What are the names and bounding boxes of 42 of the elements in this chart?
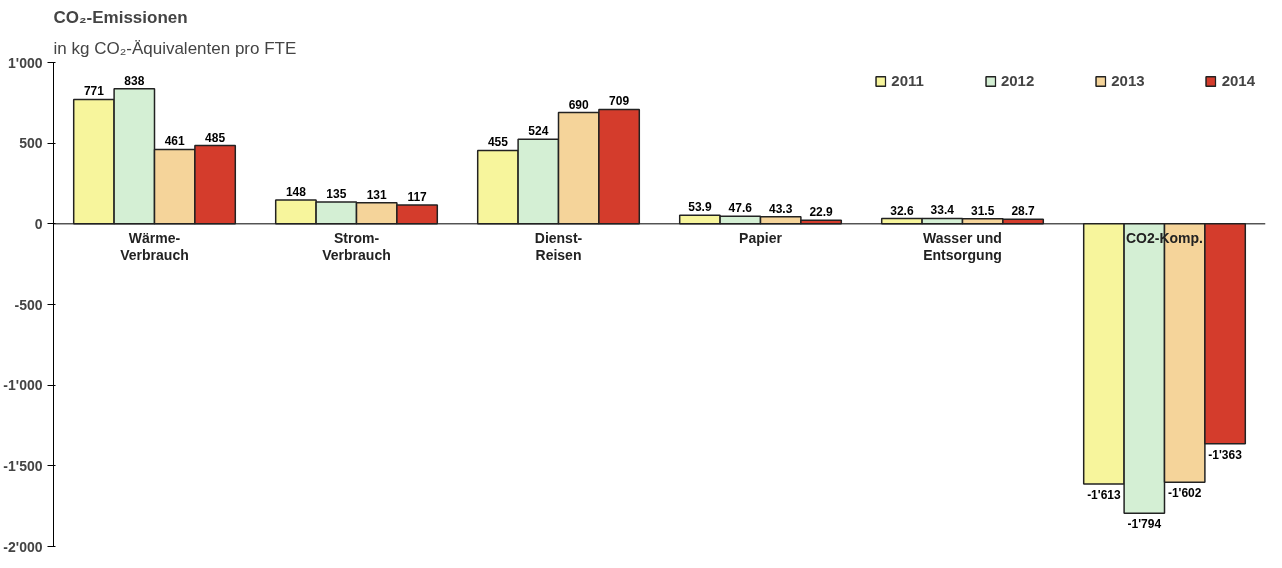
x-tick-label: Papier (739, 229, 783, 246)
y-tick-label: 500 (19, 135, 43, 152)
data-label: 43.3 (769, 201, 793, 216)
data-label: 53.9 (688, 200, 712, 215)
y-tick-label: 1'000 (8, 54, 43, 71)
y-tick-label: -1'500 (3, 457, 43, 474)
legend-label: 2013 (1111, 72, 1145, 89)
data-label: 31.5 (971, 203, 995, 218)
data-label: 838 (124, 73, 145, 88)
data-label: 28.7 (1011, 204, 1036, 219)
x-tick-label: Wärme- Verbrauch (120, 229, 189, 264)
data-label: 455 (487, 135, 509, 150)
y-tick-label: -1'000 (3, 377, 43, 394)
chart-subtitle: in kg CO₂-Äquivalenten pro FTE (53, 38, 297, 58)
data-label: -1'613 (1087, 488, 1121, 503)
legend-label: 2011 (891, 72, 924, 89)
data-label: -1'602 (1167, 486, 1202, 501)
data-label: 461 (164, 134, 186, 149)
data-label: 485 (205, 130, 226, 145)
y-tick-label: -2'000 (3, 538, 43, 555)
x-tick-label: Wasser und Entsorgung (923, 229, 1002, 264)
data-label: -1'794 (1127, 517, 1162, 532)
legend-label: 2014 (1221, 72, 1255, 89)
data-label: 148 (285, 184, 307, 199)
data-label: 709 (609, 94, 630, 109)
data-label: 131 (366, 187, 388, 202)
data-label: 524 (528, 124, 549, 139)
data-label: 32.6 (890, 203, 914, 218)
data-label: 33.4 (930, 203, 955, 218)
data-label: 47.6 (728, 201, 753, 216)
data-label: 22.9 (809, 205, 834, 220)
legend-label: 2012 (1000, 72, 1035, 89)
y-tick-label: -500 (14, 296, 43, 313)
data-label: 771 (83, 84, 105, 99)
chart-title: CO₂-Emissionen (53, 7, 188, 27)
data-label: -1'363 (1208, 447, 1243, 462)
data-label: 690 (568, 97, 590, 112)
x-tick-label: Strom- Verbrauch (322, 229, 391, 264)
y-tick-label: 0 (34, 215, 43, 232)
data-label: 117 (407, 189, 428, 204)
data-label: 135 (326, 187, 347, 202)
x-tick-label: Dienst- Reisen (534, 229, 583, 264)
